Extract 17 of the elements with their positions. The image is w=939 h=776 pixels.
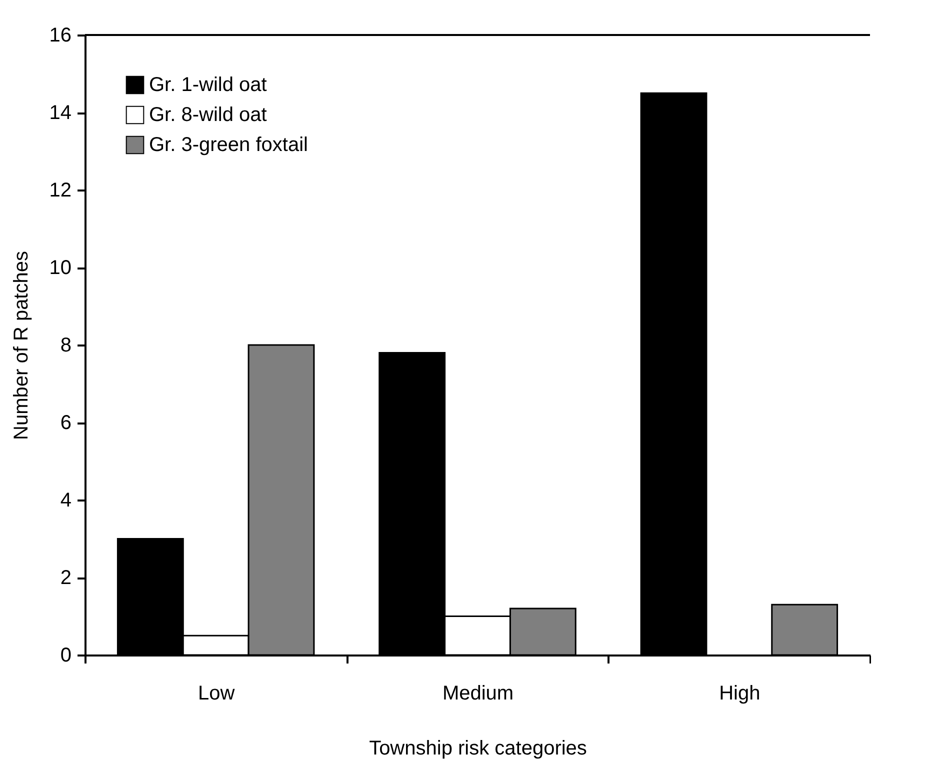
legend-label: Gr. 3-green foxtail: [149, 134, 308, 156]
y-tick-label: 12: [49, 180, 72, 202]
y-tick-label: 0: [60, 644, 72, 666]
y-tick-label: 16: [49, 24, 72, 46]
y-tick-label: 2: [60, 567, 72, 589]
x-axis-title: Township risk categories: [369, 738, 587, 760]
x-tick-label: Medium: [442, 682, 514, 704]
legend-label: Gr. 1-wild oat: [149, 74, 268, 96]
x-tick-label: Low: [198, 682, 236, 704]
legend-label: Gr. 8-wild oat: [149, 104, 268, 126]
y-tick-label: 6: [60, 412, 72, 434]
y-tick-label: 14: [49, 102, 72, 124]
y-tick-label: 8: [60, 334, 72, 356]
y-tick-label: 4: [60, 490, 72, 512]
x-tick-label: High: [719, 682, 760, 704]
y-tick-label: 10: [49, 257, 72, 279]
y-axis-title: Number of R patches: [10, 251, 32, 440]
